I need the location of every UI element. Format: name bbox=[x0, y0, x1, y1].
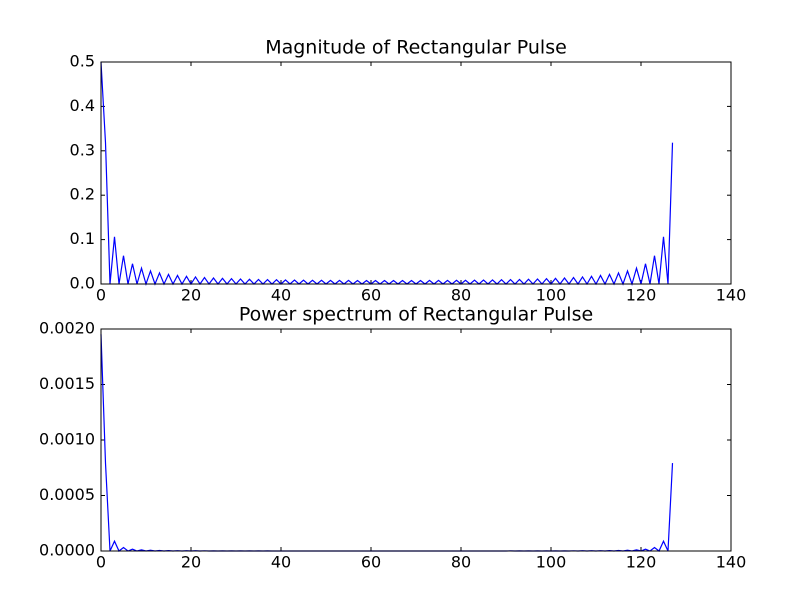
data-line bbox=[100, 61, 674, 286]
x-tick-label: 120 bbox=[626, 286, 657, 305]
x-tick-label: 100 bbox=[536, 553, 567, 572]
y-tick-label: 0.0 bbox=[70, 274, 95, 293]
x-tick-label: 40 bbox=[271, 553, 291, 572]
y-tick-label: 0.0015 bbox=[39, 374, 95, 393]
x-tick-label: 40 bbox=[271, 286, 291, 305]
x-tick-label: 120 bbox=[626, 553, 657, 572]
y-tick-label: 0.0020 bbox=[39, 319, 95, 338]
x-tick-label: 140 bbox=[716, 553, 747, 572]
y-tick-label: 0.2 bbox=[70, 185, 95, 204]
x-tick-label: 0 bbox=[96, 286, 106, 305]
chart-title: Magnitude of Rectangular Pulse bbox=[265, 37, 567, 59]
x-tick-label: 60 bbox=[361, 286, 381, 305]
axes-frame bbox=[100, 61, 732, 285]
x-tick-label: 140 bbox=[716, 286, 747, 305]
axes-frame bbox=[100, 328, 732, 552]
x-tick-label: 80 bbox=[451, 553, 471, 572]
x-tick-label: 0 bbox=[96, 553, 106, 572]
y-tick-label: 0.0005 bbox=[39, 485, 95, 504]
x-tick-label: 80 bbox=[451, 286, 471, 305]
y-tick-label: 0.0010 bbox=[39, 430, 95, 449]
plot-area bbox=[101, 62, 731, 284]
plot-area bbox=[101, 329, 731, 551]
y-tick-label: 0.5 bbox=[70, 52, 95, 71]
x-tick-label: 100 bbox=[536, 286, 567, 305]
y-tick-label: 0.4 bbox=[70, 96, 95, 115]
y-tick-label: 0.0000 bbox=[39, 541, 95, 560]
chart-title: Power spectrum of Rectangular Pulse bbox=[239, 304, 593, 326]
y-tick-label: 0.1 bbox=[70, 229, 95, 248]
x-tick-label: 20 bbox=[181, 286, 201, 305]
y-tick-label: 0.3 bbox=[70, 140, 95, 159]
x-tick-label: 20 bbox=[181, 553, 201, 572]
x-tick-label: 60 bbox=[361, 553, 381, 572]
